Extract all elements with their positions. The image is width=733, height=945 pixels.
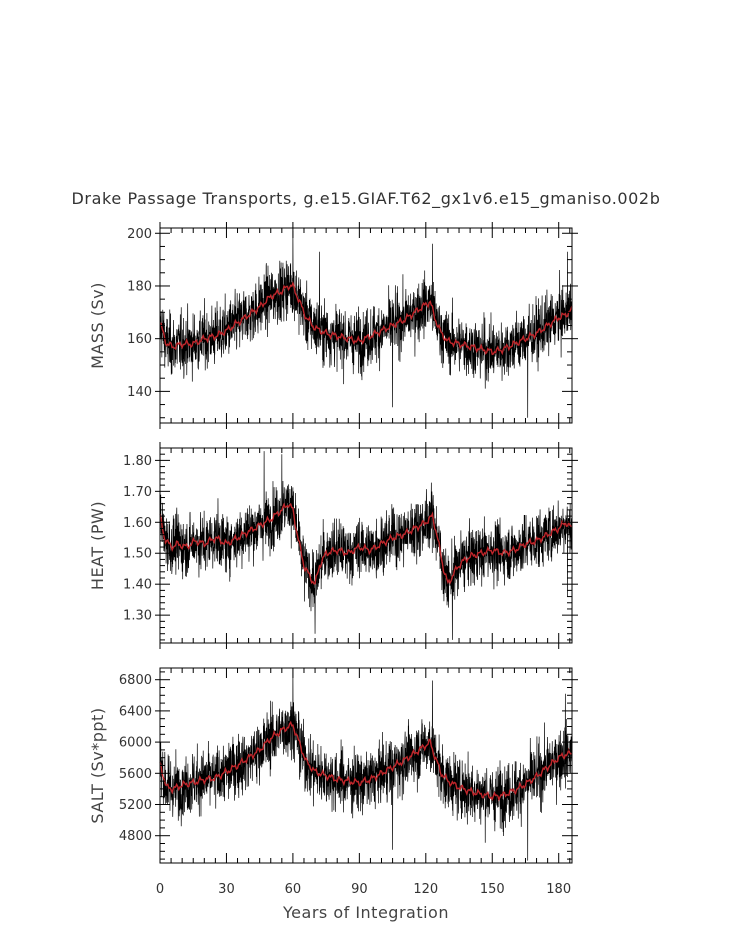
y-tick-label-salt: 5200 (119, 798, 152, 813)
series-line-monthly-mass (159, 230, 573, 418)
y-tick-label-salt: 6800 (119, 673, 152, 688)
figure-title: Drake Passage Transports, g.e15.GIAF.T62… (72, 189, 661, 209)
panel-mass: MASS (Sv) 140 160 180 200 (88, 222, 578, 429)
ticks-heat (155, 442, 578, 649)
x-tick-label: 60 (285, 882, 302, 897)
y-tick-label-salt: 5600 (119, 767, 152, 782)
series-line-mean-heat (159, 502, 573, 585)
series-line-mean-mass (159, 281, 573, 356)
y-tick-label-heat: 1.50 (123, 547, 152, 562)
y-tick-label-heat: 1.40 (123, 578, 152, 593)
xlabel: Years of Integration (282, 903, 449, 922)
y-tick-label-mass: 180 (127, 279, 152, 294)
y-tick-label-salt: 6400 (119, 704, 152, 719)
series-line-monthly-salt (159, 667, 573, 861)
y-tick-label-mass: 140 (127, 385, 152, 400)
x-tick-label: 0 (156, 882, 164, 897)
y-tick-label-heat: 1.60 (123, 516, 152, 531)
y-tick-label-salt: 4800 (119, 829, 152, 844)
x-tick-label: 150 (480, 882, 505, 897)
y-tick-label-heat: 1.70 (123, 485, 152, 500)
ylabel-mass: MASS (Sv) (88, 282, 107, 369)
plot-frame-heat (159, 447, 573, 644)
y-tick-label-heat: 1.80 (123, 454, 152, 469)
x-tick-label: 30 (218, 882, 235, 897)
ticks-mass (155, 222, 578, 429)
ylabel-salt: SALT (Sv*ppt) (88, 707, 107, 823)
panel-heat: HEAT (PW) 1.30 1.40 1.50 1.60 1.70 1.80 (88, 442, 578, 649)
ticks-salt (155, 668, 578, 863)
ylabel-heat: HEAT (PW) (88, 501, 107, 590)
panel-salt: SALT (Sv*ppt) 4800 5200 5600 6000 6400 6800 0 3… (88, 667, 578, 897)
x-tick-label: 120 (413, 882, 438, 897)
y-tick-label-mass: 200 (127, 227, 152, 242)
y-tick-label-mass: 160 (127, 332, 152, 347)
y-tick-label-salt: 6000 (119, 736, 152, 751)
x-tick-label: 180 (546, 882, 571, 897)
x-tick-label: 90 (351, 882, 368, 897)
series-line-mean-salt (159, 720, 573, 802)
y-tick-label-heat: 1.30 (123, 609, 152, 624)
series-line-monthly-heat (159, 451, 573, 640)
